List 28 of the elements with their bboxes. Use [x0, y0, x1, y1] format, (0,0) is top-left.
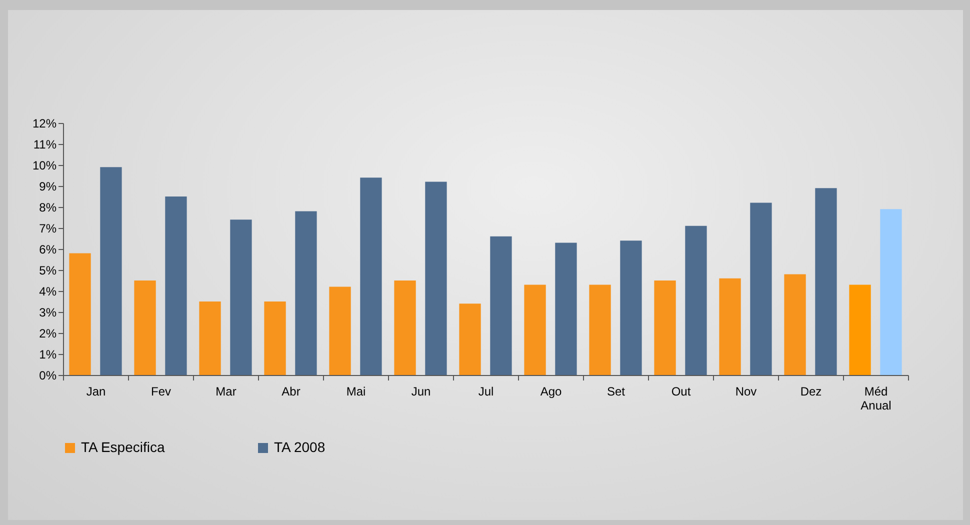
y-tick-label: 4%: [39, 284, 57, 298]
x-tick-label: Jul: [478, 384, 494, 398]
y-tick-label: 9%: [39, 180, 57, 194]
x-tick-label: Mar: [216, 384, 236, 398]
x-tick-label: Ago: [540, 384, 562, 398]
y-tick-label: 0%: [39, 368, 57, 382]
x-tick-label: Out: [671, 384, 692, 398]
y-tick-label: 11%: [33, 138, 57, 152]
legend-label: TA 2008: [274, 439, 326, 455]
x-tick-label: Méd Anual: [860, 384, 892, 412]
x-tick-label: Mai: [346, 384, 366, 398]
x-tick-label: Jun: [411, 384, 431, 398]
x-tick-label: Fev: [150, 384, 172, 398]
y-tick-label: 1%: [39, 348, 57, 362]
y-tick-label: 12%: [32, 116, 57, 130]
y-tick-label: 6%: [39, 242, 57, 256]
x-tick-label: Set: [606, 384, 626, 398]
x-tick-label: Dez: [800, 384, 822, 398]
y-tick-label: 3%: [39, 306, 57, 320]
x-tick-label: Abr: [282, 384, 300, 398]
y-tick-label: 10%: [32, 158, 57, 172]
y-tick-label: 5%: [39, 264, 57, 278]
y-tick-label: 7%: [39, 222, 57, 236]
legend-label: TA Especifica: [81, 439, 165, 455]
x-tick-label: Nov: [735, 384, 757, 398]
y-tick-label: 8%: [39, 200, 57, 214]
y-tick-label: 2%: [39, 326, 57, 340]
x-tick-label: Jan: [86, 384, 106, 398]
